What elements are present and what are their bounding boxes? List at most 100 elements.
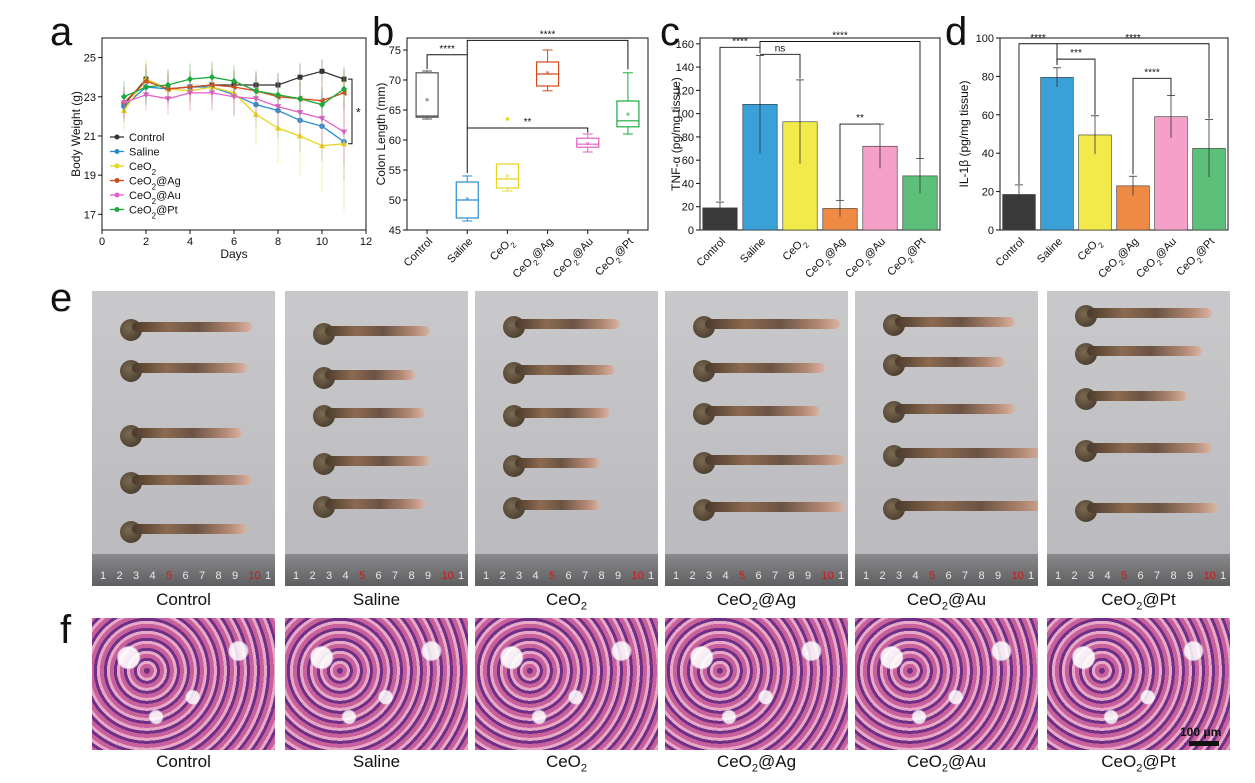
- mean-marker-b: [505, 174, 509, 178]
- ruler-number: 3: [516, 570, 523, 582]
- x-tick-label-a: 4: [187, 236, 193, 248]
- legend-marker-a: [114, 207, 120, 212]
- y-tick-label-b: 60: [389, 135, 401, 147]
- ruler: 1 2 3 4 5 6 7 8 9 10 1: [1047, 554, 1230, 586]
- bracket-label-d: ****: [1144, 67, 1160, 78]
- ruler-number: 2: [689, 570, 696, 582]
- bracket-label-b: ****: [540, 29, 556, 40]
- data-point-a: [275, 91, 281, 99]
- y-axis-label-b: Colon Length (mm): [374, 83, 388, 186]
- histology-image: [92, 618, 275, 750]
- bracket-label-b: **: [524, 117, 532, 128]
- y-axis-label-a: Body Weight (g): [69, 91, 83, 177]
- colon-photo: 1 2 3 4 5 6 7 8 9 10 1: [475, 291, 658, 586]
- x-tick-label-c: CeO2@Pt: [885, 236, 930, 281]
- ruler-number: 6: [182, 570, 189, 582]
- x-tick-label-a: 2: [143, 236, 149, 248]
- panel-letter-d: d: [945, 10, 968, 54]
- y-tick-label-c: 80: [682, 132, 694, 144]
- significance-bracket-a: [348, 78, 353, 145]
- x-tick-label-c: Saline: [738, 236, 768, 266]
- ruler: 1 2 3 4 5 6 7 8 9 10 1: [855, 554, 1038, 586]
- ruler-number: 7: [199, 570, 206, 582]
- legend-label-a: CeO2: [129, 161, 157, 177]
- photo-label: CeO2: [545, 590, 588, 613]
- bracket-c: [760, 53, 801, 79]
- data-point-a: [186, 83, 193, 91]
- colon-photo: 1 2 3 4 5 6 7 8 9 10 1: [665, 291, 848, 586]
- histology-label: CeO2@Pt: [1101, 752, 1176, 775]
- y-tick-label-a: 21: [84, 131, 96, 143]
- colon-specimen: [325, 326, 430, 336]
- legend-label-a: CeO2@Pt: [129, 205, 178, 221]
- box-b: [415, 72, 439, 118]
- colon-specimen: [132, 475, 252, 485]
- y-tick-label-a: 25: [84, 53, 96, 65]
- bracket-d: [1056, 58, 1096, 115]
- ruler-number: 6: [945, 570, 952, 582]
- x-tick-label-c: CeO2@Ag: [803, 236, 851, 284]
- ruler-number: 4: [532, 570, 539, 582]
- axes-b: [406, 37, 649, 231]
- mean-marker-b: [626, 112, 630, 116]
- ruler-number: 6: [1137, 570, 1144, 582]
- ruler-number: 9: [805, 570, 812, 582]
- colon-specimen: [705, 319, 840, 329]
- ruler-number: 5: [1121, 570, 1128, 582]
- bracket-c: [839, 123, 880, 200]
- ruler-number: 9: [615, 570, 622, 582]
- colon-specimen: [132, 428, 242, 438]
- y-tick-label-c: 160: [676, 39, 694, 51]
- ruler-number: 2: [879, 570, 886, 582]
- ruler-number: 5: [549, 570, 556, 582]
- mean-marker-b: [586, 142, 590, 146]
- y-tick-label-b: 45: [389, 225, 401, 237]
- data-point-a: [121, 93, 127, 101]
- bracket-b: [426, 54, 468, 173]
- bracket-label-c: ****: [732, 36, 748, 47]
- ruler-number: 4: [912, 570, 919, 582]
- ruler-number: 1: [863, 570, 870, 582]
- ruler-number: 7: [772, 570, 779, 582]
- ruler-number: 1: [673, 570, 680, 582]
- data-point-a: [143, 83, 149, 91]
- ruler-number: 2: [499, 570, 506, 582]
- colon-specimen: [515, 408, 610, 418]
- y-tick-label-c: 0: [688, 225, 694, 237]
- data-point-a: [341, 85, 347, 93]
- y-tick-label-b: 65: [389, 105, 401, 117]
- data-point-a: [231, 77, 237, 85]
- colon-specimen: [325, 370, 415, 380]
- colon-specimen: [325, 456, 430, 466]
- panel-letter-f: f: [60, 608, 72, 652]
- legend-marker-a: [114, 134, 120, 140]
- ruler: 1 2 3 4 5 6 7 8 9 10 1: [665, 554, 848, 586]
- y-tick-label-a: 17: [84, 209, 96, 221]
- y-tick-label-d: 80: [982, 71, 994, 83]
- y-tick-label-a: 23: [84, 92, 96, 104]
- colon-specimen: [705, 363, 825, 373]
- ruler-number: 10: [441, 570, 454, 582]
- ruler-number: 9: [995, 570, 1002, 582]
- legend-marker-a: [114, 178, 120, 183]
- colon-specimen: [515, 458, 600, 468]
- legend-label-a: CeO2@Au: [129, 190, 181, 206]
- colon-specimen: [895, 501, 1038, 511]
- significance-label-a: *: [356, 105, 361, 119]
- axes-c: [699, 37, 941, 231]
- charts-svg: 0 2 4 6 8 10 12 17 19 21 23 25 Days Body Weight (g) * C…: [69, 29, 1229, 284]
- data-point-a: [142, 77, 149, 85]
- legend-marker-a: [114, 192, 120, 198]
- y-tick-label-d: 40: [982, 148, 994, 160]
- photo-label: Saline: [352, 590, 401, 609]
- histology-image: [285, 618, 468, 750]
- ruler-number: 9: [232, 570, 239, 582]
- y-tick-label-c: 40: [682, 178, 694, 190]
- colon-specimen: [515, 500, 600, 510]
- histology-label: Saline: [352, 752, 401, 771]
- panel-letter-c: c: [660, 10, 680, 54]
- bracket-label-c: ****: [832, 30, 848, 41]
- x-tick-label-b: CeO2: [488, 235, 518, 265]
- y-tick-label-d: 100: [976, 33, 994, 45]
- ruler-number: 7: [962, 570, 969, 582]
